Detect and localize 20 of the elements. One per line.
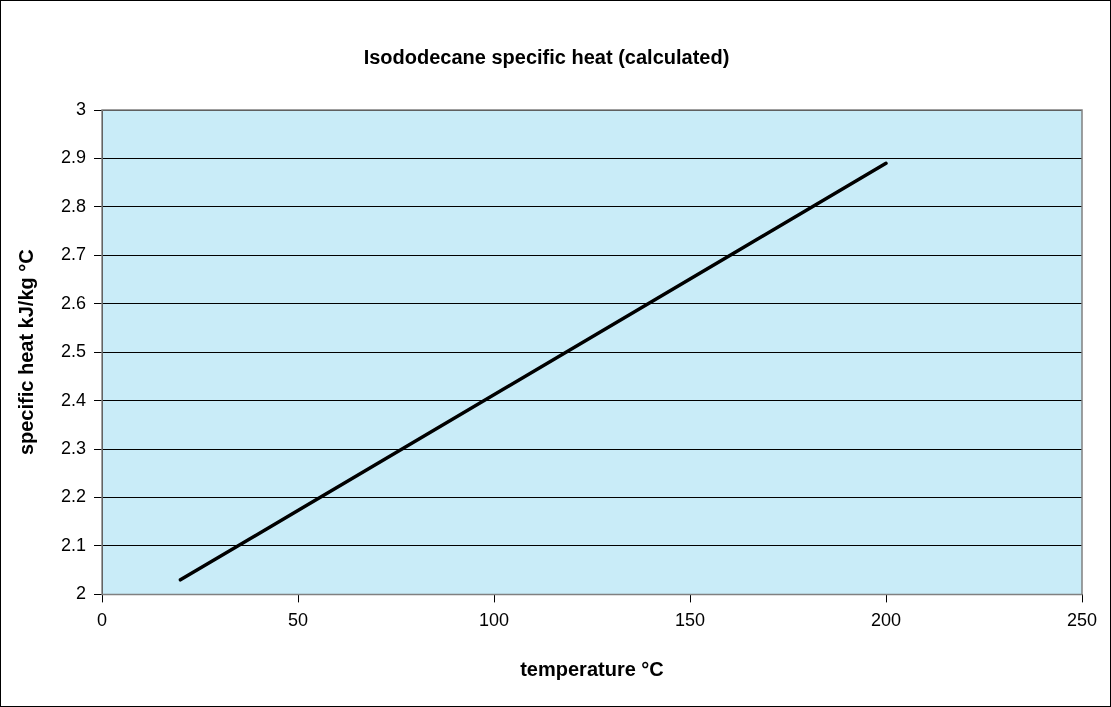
- x-axis-title: temperature °C: [520, 657, 664, 680]
- y-tick-label: 2.9: [60, 147, 87, 168]
- y-tick-label: 2.2: [60, 486, 87, 507]
- y-tick-label: 2: [76, 583, 87, 604]
- y-tick-label: 2.8: [60, 195, 87, 216]
- x-tick-label: 0: [97, 610, 108, 631]
- y-tick-label: 3: [76, 98, 87, 119]
- x-tick-label: 100: [478, 610, 510, 631]
- x-tick-label: 200: [870, 610, 902, 631]
- x-tick-label: 50: [288, 610, 309, 631]
- y-axis-title: specific heat kJ/kg °C: [14, 249, 37, 456]
- y-tick-label: 2.1: [60, 534, 87, 555]
- y-tick-label: 2.5: [60, 341, 87, 362]
- y-tick-label: 2.4: [60, 389, 87, 410]
- y-tick-label: 2.6: [60, 292, 87, 313]
- y-tick-label: 2.7: [60, 244, 87, 265]
- x-tick-label: 150: [674, 610, 706, 631]
- chart-title: Isododecane specific heat (calculated): [363, 45, 730, 68]
- x-tick-label: 250: [1066, 610, 1098, 631]
- y-tick-label: 2.3: [60, 438, 87, 459]
